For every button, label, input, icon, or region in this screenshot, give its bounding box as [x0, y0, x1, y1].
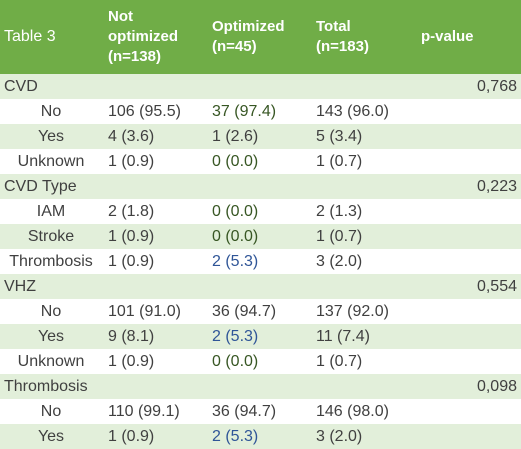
section-row: CVD 0,768 — [0, 74, 521, 99]
cell-total: 1 (0.7) — [310, 149, 415, 174]
cell-optimized: 37 (97.4) — [206, 99, 310, 124]
section-label: Thrombosis — [0, 374, 102, 399]
table-row: Yes 1 (0.9) 2 (5.3) 3 (2.0) — [0, 424, 521, 449]
cell-not-optimized: 110 (99.1) — [102, 399, 206, 424]
cell-optimized: 1 (2.6) — [206, 124, 310, 149]
cell-total: 137 (92.0) — [310, 299, 415, 324]
table-row: Stroke 1 (0.9) 0 (0.0) 1 (0.7) — [0, 224, 521, 249]
cell-total: 2 (1.3) — [310, 199, 415, 224]
row-label: Unknown — [0, 349, 102, 374]
table-row: No 101 (91.0) 36 (94.7) 137 (92.0) — [0, 299, 521, 324]
p-value: 0,098 — [415, 374, 521, 399]
table-row: Yes 4 (3.6) 1 (2.6) 5 (3.4) — [0, 124, 521, 149]
section-label: VHZ — [0, 274, 102, 299]
column-header-line: Not — [108, 8, 133, 25]
p-value: 0,554 — [415, 274, 521, 299]
cell-not-optimized: 4 (3.6) — [102, 124, 206, 149]
row-label: Yes — [0, 324, 102, 349]
cell-total: 1 (0.7) — [310, 349, 415, 374]
row-label: Thrombosis — [0, 249, 102, 274]
cell-optimized: 36 (94.7) — [206, 399, 310, 424]
column-header-optimized: Optimized (n=45) — [206, 0, 310, 74]
table-title: Table 3 — [0, 0, 102, 74]
table-row: Thrombosis 1 (0.9) 2 (5.3) 3 (2.0) — [0, 249, 521, 274]
row-label: Yes — [0, 424, 102, 449]
p-value: 0,223 — [415, 174, 521, 199]
cell-not-optimized: 106 (95.5) — [102, 99, 206, 124]
cell-optimized: 0 (0.0) — [206, 149, 310, 174]
section-row: Thrombosis 0,098 — [0, 374, 521, 399]
row-label: Stroke — [0, 224, 102, 249]
cell-not-optimized: 1 (0.9) — [102, 224, 206, 249]
cell-not-optimized: 1 (0.9) — [102, 249, 206, 274]
cell-total: 3 (2.0) — [310, 424, 415, 449]
cell-total: 11 (7.4) — [310, 324, 415, 349]
cell-optimized: 0 (0.0) — [206, 224, 310, 249]
cell-optimized: 0 (0.0) — [206, 199, 310, 224]
column-header-line: Total — [316, 18, 351, 35]
column-header-p-value: p-value — [415, 0, 521, 74]
cell-not-optimized: 1 (0.9) — [102, 349, 206, 374]
cell-optimized: 0 (0.0) — [206, 349, 310, 374]
table-row: Yes 9 (8.1) 2 (5.3) 11 (7.4) — [0, 324, 521, 349]
row-label: Unknown — [0, 149, 102, 174]
cell-total: 146 (98.0) — [310, 399, 415, 424]
row-label: No — [0, 99, 102, 124]
section-row: VHZ 0,554 — [0, 274, 521, 299]
cell-optimized: 2 (5.3) — [206, 324, 310, 349]
cell-total: 143 (96.0) — [310, 99, 415, 124]
table-row: No 106 (95.5) 37 (97.4) 143 (96.0) — [0, 99, 521, 124]
row-label: No — [0, 299, 102, 324]
cell-not-optimized: 101 (91.0) — [102, 299, 206, 324]
column-header-line: Optimized — [212, 18, 285, 35]
header-row: Table 3 Not optimized (n=138) Optimized … — [0, 0, 521, 74]
column-header-line: (n=45) — [212, 38, 257, 55]
section-row: CVD Type 0,223 — [0, 174, 521, 199]
table-row: Unknown 1 (0.9) 0 (0.0) 1 (0.7) — [0, 349, 521, 374]
column-header-line: (n=138) — [108, 48, 161, 65]
cell-optimized: 2 (5.3) — [206, 249, 310, 274]
cell-not-optimized: 9 (8.1) — [102, 324, 206, 349]
cell-not-optimized: 2 (1.8) — [102, 199, 206, 224]
row-label: No — [0, 399, 102, 424]
table-row: IAM 2 (1.8) 0 (0.0) 2 (1.3) — [0, 199, 521, 224]
cell-total: 5 (3.4) — [310, 124, 415, 149]
cell-optimized: 2 (5.3) — [206, 424, 310, 449]
table-row: Unknown 1 (0.9) 0 (0.0) 1 (0.7) — [0, 149, 521, 174]
column-header-line: optimized — [108, 28, 178, 45]
cell-total: 3 (2.0) — [310, 249, 415, 274]
row-label: Yes — [0, 124, 102, 149]
section-label: CVD Type — [0, 174, 102, 199]
column-header-total: Total (n=183) — [310, 0, 415, 74]
column-header-line: (n=183) — [316, 38, 369, 55]
cell-optimized: 36 (94.7) — [206, 299, 310, 324]
cell-not-optimized: 1 (0.9) — [102, 149, 206, 174]
p-value: 0,768 — [415, 74, 521, 99]
row-label: IAM — [0, 199, 102, 224]
section-label: CVD — [0, 74, 102, 99]
column-header-not-optimized: Not optimized (n=138) — [102, 0, 206, 74]
table-row: No 110 (99.1) 36 (94.7) 146 (98.0) — [0, 399, 521, 424]
cell-not-optimized: 1 (0.9) — [102, 424, 206, 449]
cell-total: 1 (0.7) — [310, 224, 415, 249]
